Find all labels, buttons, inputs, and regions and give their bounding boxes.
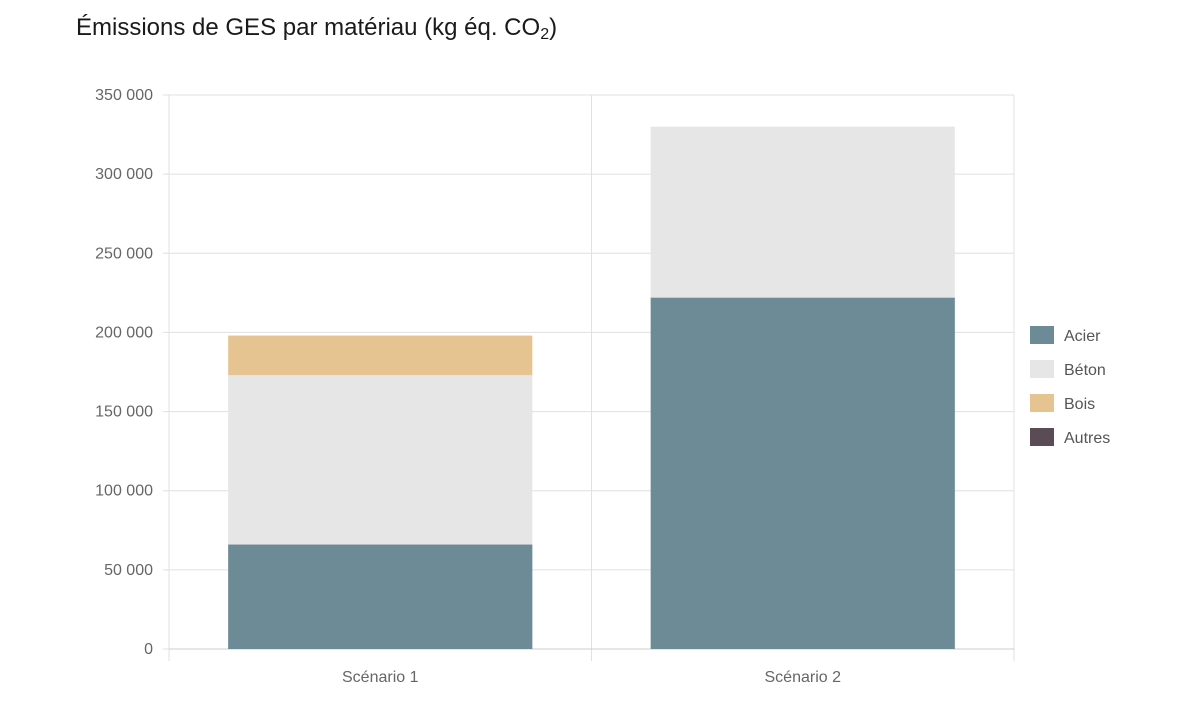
y-tick-label: 150 000 — [95, 404, 153, 421]
legend-swatch — [1030, 428, 1054, 446]
legend-label: Bois — [1064, 396, 1095, 413]
bar-segment-acier — [650, 297, 955, 649]
y-tick-label: 50 000 — [104, 562, 153, 579]
y-tick-label: 0 — [144, 641, 153, 658]
y-tick-label: 300 000 — [95, 166, 153, 183]
legend-label: Autres — [1064, 430, 1110, 447]
chart-title-subscript: 2 — [540, 26, 550, 43]
chart-title-suffix: ) — [549, 14, 558, 41]
legend-label: Béton — [1064, 362, 1106, 379]
y-tick-label: 350 000 — [95, 87, 153, 104]
legend-label: Acier — [1064, 328, 1101, 345]
y-tick-label: 250 000 — [95, 245, 153, 262]
bar-segment-béton — [650, 126, 955, 298]
legend-swatch — [1030, 326, 1054, 344]
legend-swatch — [1030, 394, 1054, 412]
bar-segment-béton — [228, 375, 533, 545]
y-tick-label: 100 000 — [95, 483, 153, 500]
bar-segment-bois — [228, 335, 533, 376]
legend-swatch — [1030, 360, 1054, 378]
y-tick-label: 200 000 — [95, 324, 153, 341]
chart-title: Émissions de GES par matériau (kg éq. CO… — [76, 14, 557, 44]
bar-segment-acier — [228, 544, 533, 649]
chart-title-text: Émissions de GES par matériau (kg éq. CO — [76, 14, 541, 41]
x-tick-label: Scénario 2 — [765, 669, 842, 686]
x-tick-label: Scénario 1 — [342, 669, 419, 686]
